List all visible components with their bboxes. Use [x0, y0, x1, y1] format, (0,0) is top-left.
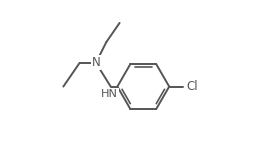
Text: N: N [91, 56, 100, 69]
Text: Cl: Cl [186, 80, 198, 93]
Text: HN: HN [101, 89, 118, 99]
